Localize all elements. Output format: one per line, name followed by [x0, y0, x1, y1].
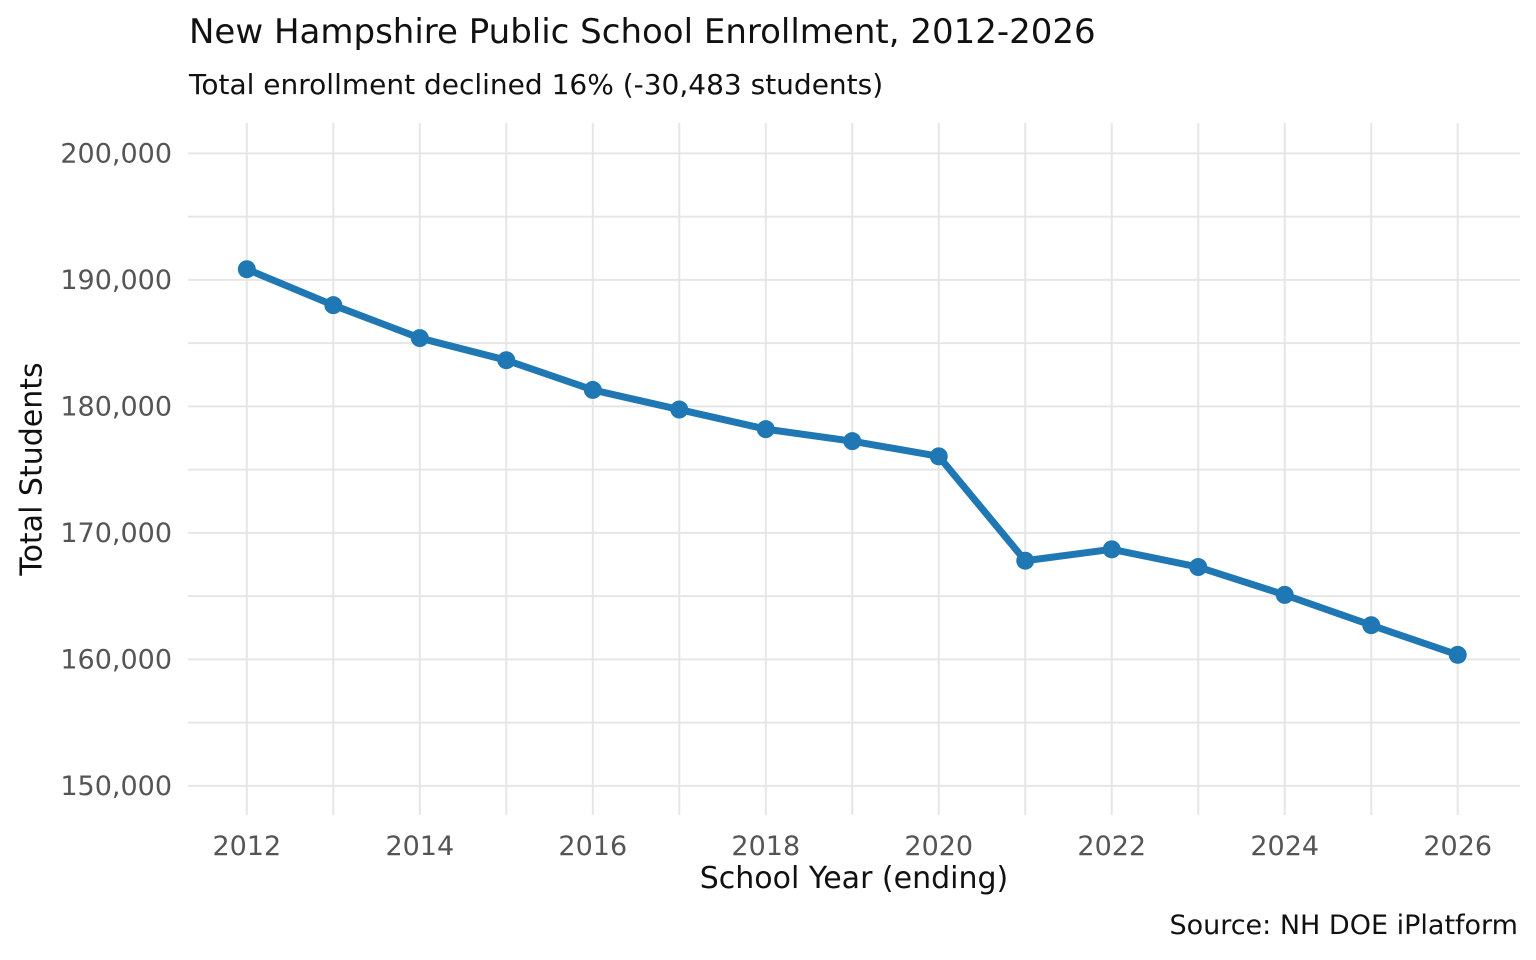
x-tick-label: 2022: [1077, 831, 1146, 862]
data-point-2017: [670, 400, 689, 419]
y-tick-label: 150,000: [60, 771, 172, 802]
x-axis-title: School Year (ending): [699, 861, 1009, 896]
data-point-2025: [1362, 616, 1381, 635]
x-tick-label: 2016: [558, 831, 627, 862]
x-tick-label: 2018: [731, 831, 800, 862]
data-point-2012: [237, 260, 256, 279]
data-point-2020: [929, 447, 948, 466]
x-tick-label: 2026: [1423, 831, 1492, 862]
data-point-2016: [583, 380, 602, 399]
data-point-2023: [1189, 558, 1208, 577]
source-note: Source: NH DOE iPlatform: [1169, 910, 1518, 941]
y-tick-label: 170,000: [60, 518, 172, 549]
x-tick-label: 2020: [904, 831, 973, 862]
data-point-2013: [324, 296, 343, 315]
y-tick-label: 180,000: [60, 391, 172, 422]
chart-title: New Hampshire Public School Enrollment, …: [189, 12, 1096, 52]
data-point-2015: [497, 351, 516, 370]
data-point-2019: [843, 432, 862, 451]
data-point-2024: [1275, 585, 1294, 604]
data-point-2021: [1016, 551, 1035, 570]
chart-subtitle: Total enrollment declined 16% (-30,483 s…: [189, 68, 884, 101]
x-tick-label: 2012: [212, 831, 281, 862]
y-tick-label: 200,000: [60, 138, 172, 169]
y-tick-label: 160,000: [60, 644, 172, 675]
data-point-2018: [756, 420, 775, 439]
data-point-2026: [1448, 645, 1467, 664]
x-tick-label: 2014: [385, 831, 454, 862]
y-tick-label: 190,000: [60, 265, 172, 296]
data-point-2014: [410, 329, 429, 348]
x-tick-label: 2024: [1250, 831, 1319, 862]
data-point-2022: [1102, 540, 1121, 559]
